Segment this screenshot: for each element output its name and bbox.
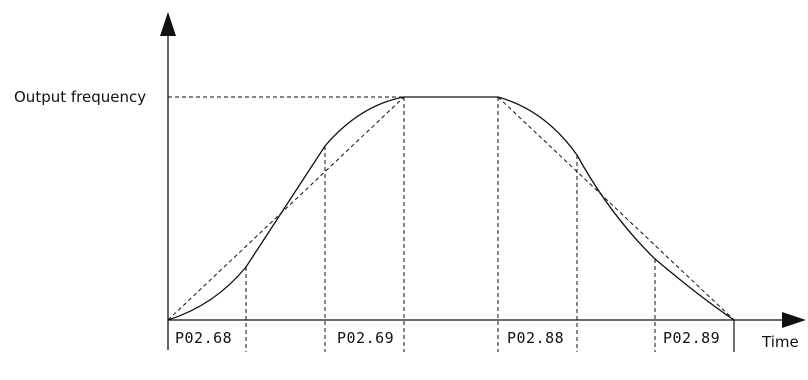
y-axis-label: Output frequency (14, 88, 146, 106)
s-curve-decel (497, 96, 735, 321)
linear-decel-dashed-line (497, 96, 735, 321)
segment-label-4: P02.89 (663, 329, 720, 347)
segment-label-1: P02.68 (175, 329, 232, 347)
s-curve-accel (167, 96, 405, 321)
x-axis-arrow-icon (782, 312, 806, 328)
segment-label-3: P02.88 (507, 329, 564, 347)
linear-accel-dashed-line (167, 96, 405, 321)
vertical-dashed-lines (245, 97, 656, 352)
y-axis-arrow-icon (160, 12, 176, 36)
segment-label-2: P02.69 (337, 329, 394, 347)
x-axis-label: Time (761, 333, 799, 351)
